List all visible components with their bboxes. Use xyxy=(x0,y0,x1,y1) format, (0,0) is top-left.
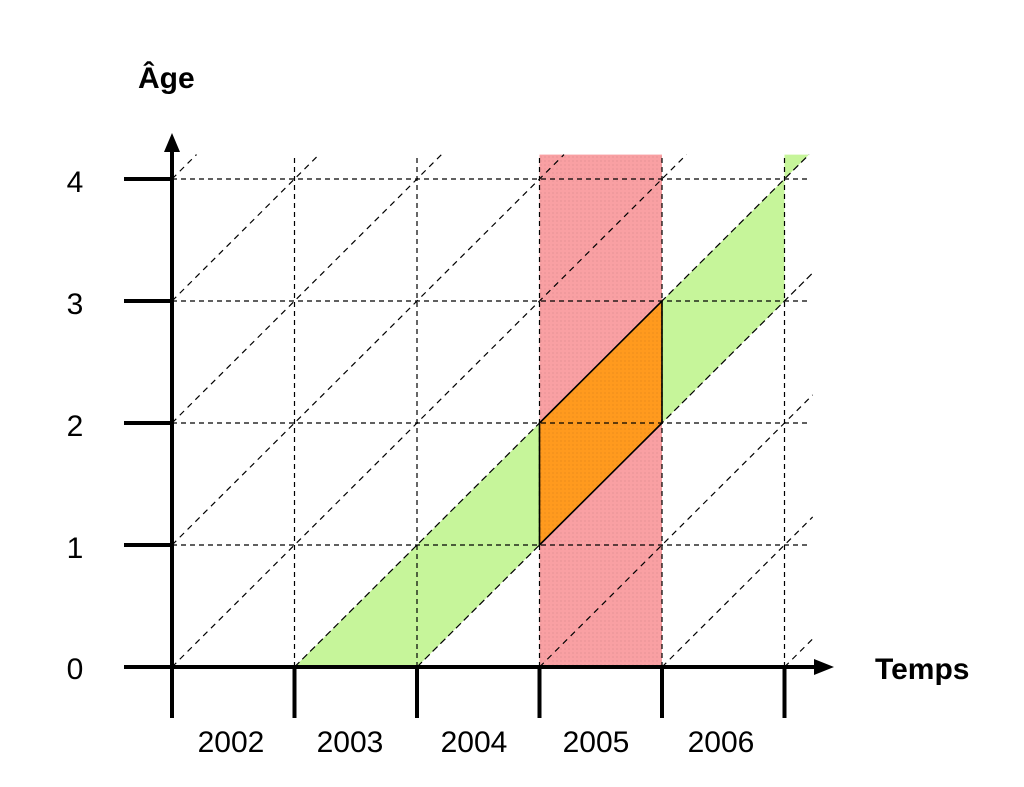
lifelines xyxy=(171,154,814,668)
lifeline-birth-2003 xyxy=(294,154,810,668)
y-tick-label-4: 4 xyxy=(67,166,84,199)
y-tick-label-3: 3 xyxy=(67,288,84,321)
lifeline-birth-2004 xyxy=(416,272,814,668)
y-tick-label-0: 0 xyxy=(67,653,84,686)
x-tick-label-2003: 2003 xyxy=(317,726,384,759)
x-tick-label-2004: 2004 xyxy=(441,726,508,759)
lifeline-birth-2005 xyxy=(539,394,814,668)
lifeline-birth-2007 xyxy=(784,638,814,668)
axes xyxy=(124,133,834,718)
y-tick-label-2: 2 xyxy=(67,410,84,443)
dashed-grid xyxy=(172,154,808,667)
y-tick-label-1: 1 xyxy=(67,532,84,565)
x-axis-arrow-icon xyxy=(814,659,834,675)
lifeline-birth-2006 xyxy=(661,516,814,668)
lifeline-birth-2001 xyxy=(171,154,565,546)
lifeline-birth-1999 xyxy=(171,154,320,302)
y-axis-title: Âge xyxy=(138,61,195,95)
lifeline-birth-1998 xyxy=(171,154,197,180)
lifeline-birth-2002 xyxy=(171,154,687,668)
x-tick-label-2006: 2006 xyxy=(688,726,755,759)
lifeline-birth-2000 xyxy=(171,154,442,424)
x-tick-label-2005: 2005 xyxy=(563,726,630,759)
x-tick-label-2002: 2002 xyxy=(198,726,265,759)
overlap-texture xyxy=(539,301,662,545)
y-axis-arrow-icon xyxy=(164,133,180,152)
x-axis-title: Temps xyxy=(875,653,969,686)
